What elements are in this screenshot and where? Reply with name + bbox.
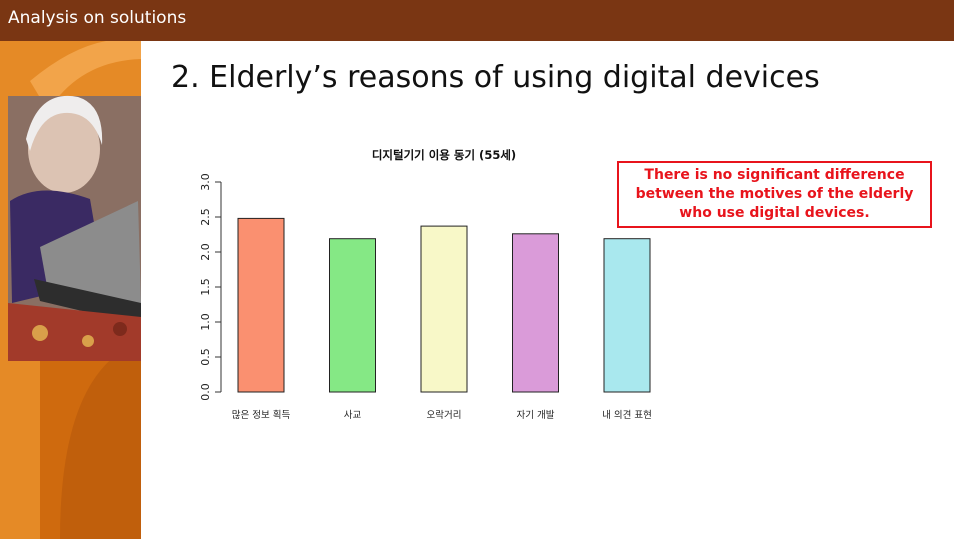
x-tick-label: 자기 개발 bbox=[517, 410, 555, 421]
y-tick-label: 2.5 bbox=[199, 208, 212, 226]
x-tick-label: 내 의견 표현 bbox=[602, 409, 652, 421]
y-tick-label: 3.0 bbox=[199, 173, 212, 191]
y-tick-label: 0.0 bbox=[199, 383, 212, 401]
bar bbox=[420, 225, 468, 393]
x-axis-labels: 많은 정보 획득 사교 오락거리 자기 개발 내 의견 표현 bbox=[232, 409, 652, 421]
y-tick-label: 1.5 bbox=[199, 278, 212, 296]
header-bar: Analysis on solutions bbox=[0, 0, 954, 41]
callout-text: There is no significant difference betwe… bbox=[636, 166, 914, 223]
x-tick-label: 많은 정보 획득 bbox=[232, 409, 291, 421]
slide-title: 2. Elderly’s reasons of using digital de… bbox=[171, 60, 820, 95]
callout-line-1: There is no significant difference bbox=[644, 167, 905, 183]
y-axis: 0.0 0.5 1.0 1.5 2.0 2.5 3.0 bbox=[199, 173, 222, 401]
callout-box: There is no significant difference betwe… bbox=[617, 161, 932, 228]
y-tick-label: 0.5 bbox=[199, 348, 212, 366]
elderly-laptop-photo bbox=[0, 41, 141, 539]
y-tick-label: 1.0 bbox=[199, 313, 212, 331]
bar bbox=[329, 238, 376, 393]
callout-line-3: who use digital devices. bbox=[679, 205, 870, 221]
y-tick-label: 2.0 bbox=[199, 243, 212, 261]
bars bbox=[237, 217, 651, 393]
bar bbox=[603, 238, 651, 393]
bar bbox=[512, 233, 559, 393]
bar bbox=[237, 217, 285, 393]
section-title: Analysis on solutions bbox=[8, 8, 187, 28]
x-tick-label: 오락거리 bbox=[427, 409, 462, 421]
chart-title: 디지털기기 이용 동기 (55세) bbox=[372, 148, 516, 162]
x-tick-label: 사교 bbox=[344, 410, 362, 421]
callout-line-2: between the motives of the elderly bbox=[635, 186, 914, 202]
